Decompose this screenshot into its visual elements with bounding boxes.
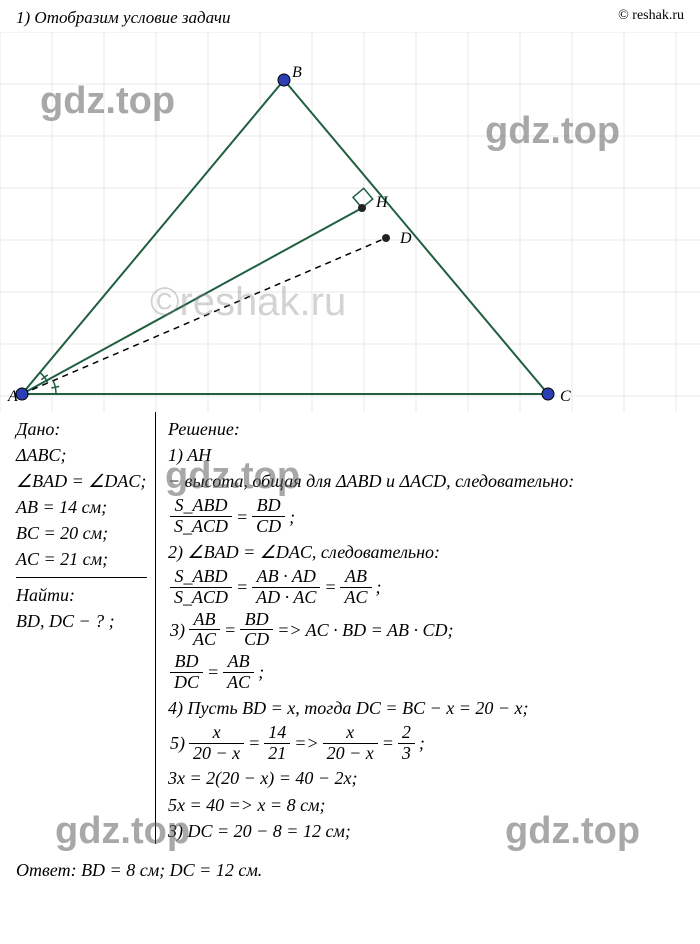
vertex-label-D: D — [400, 230, 412, 248]
copyright: © reshak.ru — [618, 8, 684, 24]
given-heading: Дано: — [16, 416, 147, 442]
solution-layout: Дано: ΔABC; ∠BAD = ∠DAC; AB = 14 см; BC … — [0, 412, 700, 844]
fraction-row-2: S_ABDS_ACD = AB · ADAD · AC = ABAC ; — [168, 567, 684, 608]
given-column: Дано: ΔABC; ∠BAD = ∠DAC; AB = 14 см; BC … — [16, 412, 156, 844]
step-6: 3) DC = 20 − 8 = 12 см; — [168, 818, 684, 844]
answer-label: Ответ: — [16, 860, 77, 880]
step-5c: 5x = 40 => x = 8 см; — [168, 792, 684, 818]
step-5b: 3x = 2(20 − x) = 40 − 2x; — [168, 765, 684, 791]
given-line: AB = 14 см; — [16, 494, 147, 520]
answer-block: Ответ: BD = 8 см; DC = 12 см. — [0, 844, 700, 897]
step-1b: − высота, общая для ΔABD и ΔACD, следова… — [168, 468, 684, 494]
given-line: ∠BAD = ∠DAC; — [16, 468, 147, 494]
problem-header: 1) Отобразим условие задачи — [0, 0, 700, 32]
vertex-label-H: H — [376, 194, 388, 212]
given-divider — [16, 577, 147, 578]
vertex-label-B: B — [292, 64, 302, 82]
step-4: 4) Пусть BD = x, тогда DC = BC − x = 20 … — [168, 695, 684, 721]
fraction-row-3a: 3) ABAC = BDCD => AC · BD = AB · CD; — [168, 610, 684, 651]
fraction-row-1: S_ABDS_ACD = BDCD ; — [168, 496, 684, 537]
diagram-svg — [0, 32, 700, 412]
find-line: BD, DC − ? ; — [16, 608, 147, 634]
fraction-row-5: 5) x20 − x = 1421 => x20 − x = 23 ; — [168, 723, 684, 764]
given-line: BC = 20 см; — [16, 520, 147, 546]
solution-column: Решение: 1) AH − высота, общая для ΔABD … — [156, 412, 684, 844]
vertex-label-C: C — [560, 388, 571, 406]
answer-text: BD = 8 см; DC = 12 см. — [81, 860, 262, 880]
step-1a: 1) AH — [168, 442, 684, 468]
fraction-row-3b: BDDC = ABAC ; — [168, 652, 684, 693]
given-line: ΔABC; — [16, 442, 147, 468]
solution-heading: Решение: — [168, 416, 684, 442]
geometry-diagram: A B C HD — [0, 32, 700, 412]
step-2a: 2) ∠BAD = ∠DAC, следовательно: — [168, 539, 684, 565]
given-line: AC = 21 см; — [16, 546, 147, 572]
vertex-label-A: A — [8, 388, 18, 406]
find-heading: Найти: — [16, 582, 147, 608]
header-text: 1) Отобразим условие задачи — [16, 8, 231, 27]
